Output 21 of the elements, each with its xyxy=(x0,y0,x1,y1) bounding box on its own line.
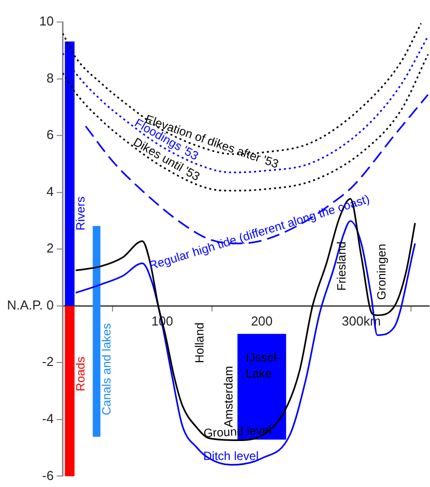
annotation: Amsterdam xyxy=(221,366,236,428)
annotation: Groningen xyxy=(374,244,389,300)
text: Rivers xyxy=(74,196,88,230)
text: Roads xyxy=(74,356,88,392)
y-tick-label: 6 xyxy=(46,127,54,142)
text: Canals and lakes xyxy=(99,323,114,416)
y-tick-label: 10 xyxy=(39,14,54,29)
y-tick-label: 4 xyxy=(46,184,54,199)
series-label: IJssel-Lake xyxy=(246,350,280,381)
y-tick-label: -4 xyxy=(42,411,54,426)
annotation: Holland xyxy=(192,322,206,364)
x-tick-label: 200 xyxy=(250,313,273,328)
line-series xyxy=(62,54,429,192)
bar xyxy=(64,306,75,476)
annotation: Friesland xyxy=(334,241,349,291)
y-tick-label: 2 xyxy=(46,240,54,256)
y-tick-label: -6 xyxy=(42,468,54,483)
bar xyxy=(92,226,100,437)
y-tick-label: -2 xyxy=(42,354,54,370)
y-tick-label: N.A.P. 0 xyxy=(6,297,54,312)
y-tick-label: 8 xyxy=(46,70,54,86)
